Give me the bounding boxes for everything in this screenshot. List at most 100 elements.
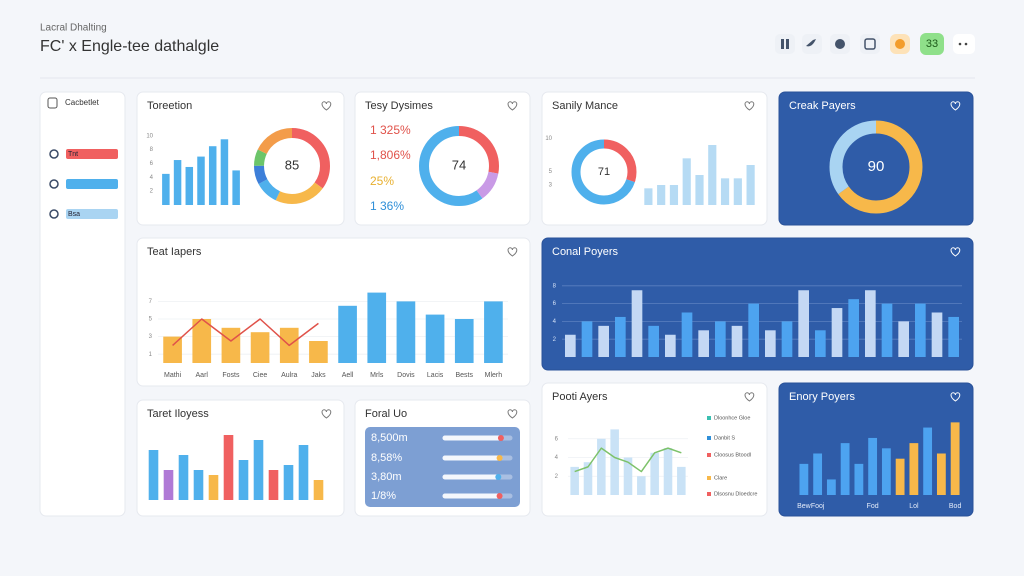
bar [648, 325, 659, 357]
bar [781, 321, 793, 357]
bar [163, 470, 174, 500]
panel-title: Pooti Ayers [552, 391, 608, 403]
panel [778, 91, 974, 226]
favorite-icon[interactable] [950, 247, 961, 257]
slider-knob [495, 474, 502, 480]
favorite-icon[interactable] [321, 409, 332, 419]
bar [895, 458, 905, 495]
x-tick-label: Bod [949, 503, 962, 510]
stat: 1 325% [370, 123, 411, 137]
badge[interactable] [920, 33, 944, 55]
more-button[interactable] [953, 34, 975, 54]
bar [923, 427, 933, 495]
item-bar [66, 209, 118, 219]
bar [298, 445, 309, 500]
icon [964, 42, 968, 46]
bar [565, 334, 576, 357]
line [172, 318, 319, 347]
slider-box [365, 427, 520, 507]
panel-title: Creak Payers [789, 100, 856, 112]
bar [881, 303, 893, 357]
stat: 25% [370, 174, 394, 188]
legend-label: Cloosus Btoodl [714, 452, 751, 458]
bar [733, 178, 742, 205]
legend-swatch [707, 492, 711, 496]
bar [338, 305, 357, 363]
x-tick-label: Fosts [222, 372, 240, 379]
x-tick-label: Jaks [311, 372, 326, 379]
panel-title: Toreetion [147, 100, 192, 112]
legend-label: Danbit S [714, 435, 735, 441]
icon [958, 42, 962, 46]
bar [715, 321, 726, 357]
bar [232, 170, 240, 205]
bar [799, 463, 809, 495]
bar [665, 334, 676, 357]
bar [597, 438, 606, 495]
icon-button[interactable] [775, 34, 795, 54]
favorite-icon[interactable] [507, 409, 518, 419]
bar [208, 146, 217, 205]
y-tick-label: 7 [149, 299, 153, 305]
favorite-icon[interactable] [321, 101, 332, 111]
bar [731, 325, 743, 357]
panel-title: Tesy Dysimes [365, 100, 433, 112]
bar [815, 330, 826, 357]
bar [283, 465, 294, 500]
bar [197, 156, 205, 205]
line [574, 447, 682, 473]
y-tick-label: 4 [555, 455, 559, 461]
legend-label: Clare [714, 475, 727, 481]
item-icon [49, 149, 59, 159]
page-title: FC' x Engle-tee dathalgle [40, 38, 219, 55]
bar [898, 321, 909, 357]
bar [681, 312, 693, 357]
y-tick-label: 6 [555, 436, 559, 442]
donut-center: 71 [598, 166, 610, 178]
panel [136, 91, 345, 226]
bar [720, 178, 730, 205]
panel-title: Enory Poyers [789, 391, 856, 403]
favorite-icon[interactable] [507, 101, 518, 111]
item-icon [49, 179, 59, 189]
y-tick-label: 10 [545, 136, 552, 142]
favorite-icon[interactable] [507, 247, 518, 257]
bar [765, 330, 776, 357]
donut-segment [829, 120, 923, 214]
bar [238, 460, 249, 500]
x-tick-label: Lol [909, 503, 919, 510]
bar [748, 303, 759, 357]
y-tick-label: 5 [149, 317, 153, 323]
bar [931, 312, 943, 357]
favorite-icon[interactable] [744, 392, 755, 402]
favorite-icon[interactable] [744, 101, 755, 111]
bar [909, 443, 919, 495]
x-tick-label: Dovis [397, 372, 415, 379]
toolbar: 33 [775, 33, 975, 55]
donut-segment [254, 128, 330, 204]
bar [220, 139, 229, 205]
bar [454, 319, 474, 363]
stat: 1 36% [370, 199, 404, 213]
favorite-icon[interactable] [950, 101, 961, 111]
bar [313, 480, 324, 500]
icon [864, 38, 876, 50]
legend-swatch [707, 416, 711, 420]
favorite-icon[interactable] [950, 392, 961, 402]
stat: 1,806% [370, 148, 411, 162]
bar [192, 319, 212, 363]
icon [806, 39, 816, 47]
bar [695, 175, 704, 205]
bar [309, 341, 328, 363]
sidebar-panel [39, 91, 126, 517]
slider-label: 8,500m [371, 432, 408, 444]
icon-button[interactable] [860, 34, 880, 54]
bar [708, 145, 717, 205]
sidebar: Cacbetlet [39, 91, 126, 517]
bar [253, 440, 264, 500]
bar [826, 479, 836, 495]
bar [868, 437, 878, 495]
bar [581, 321, 593, 357]
bar [950, 422, 960, 495]
bar [396, 301, 416, 363]
